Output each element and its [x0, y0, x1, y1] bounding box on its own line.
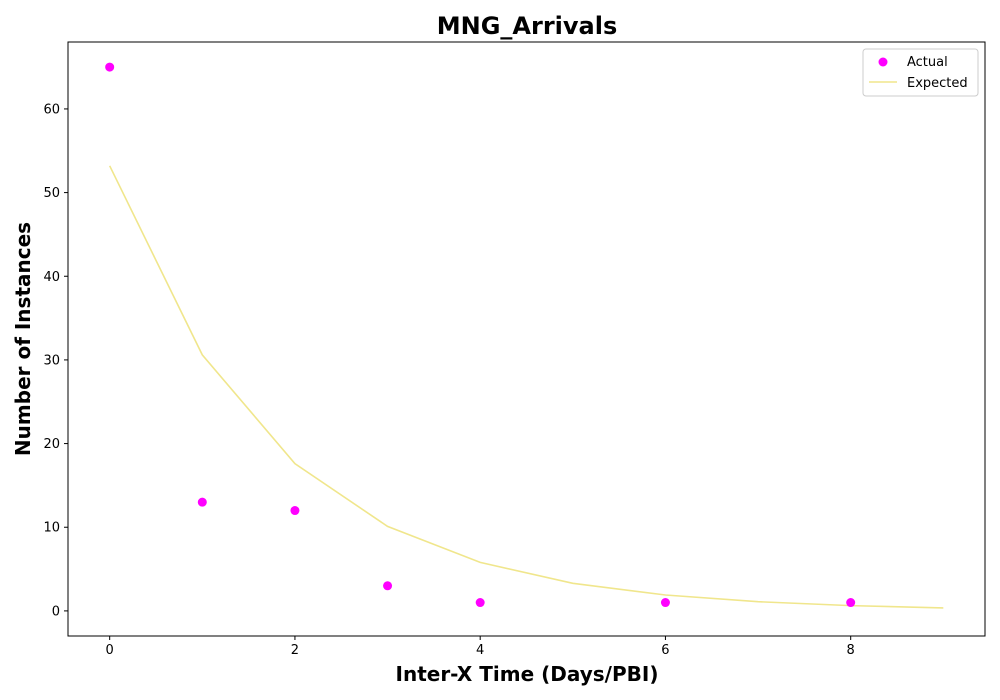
- y-tick-label: 60: [43, 102, 60, 117]
- y-tick-label: 30: [43, 353, 60, 368]
- actual-point: [290, 506, 300, 516]
- x-tick-label: 2: [291, 643, 299, 658]
- expected-line: [108, 165, 944, 609]
- legend: Actual Expected: [862, 48, 979, 97]
- actual-point: [660, 598, 670, 608]
- y-tick-label: 40: [43, 270, 60, 285]
- x-tick-label: 4: [476, 643, 484, 658]
- y-tick-label: 0: [52, 604, 60, 619]
- actual-point: [105, 62, 115, 72]
- x-tick-label: 6: [661, 643, 669, 658]
- x-axis-label: Inter-X Time (Days/PBI): [396, 662, 659, 686]
- legend-box: [862, 48, 979, 97]
- legend-label-actual: Actual: [907, 55, 948, 70]
- chart-title: MNG_Arrivals: [437, 12, 618, 40]
- actual-point: [475, 598, 485, 608]
- y-tick-label: 20: [43, 437, 60, 452]
- actual-point: [197, 497, 207, 507]
- x-tick-label: 0: [106, 643, 114, 658]
- plot-area: [67, 41, 986, 637]
- series-layer: [105, 62, 944, 609]
- y-axis: 0 10 20 30 40 50 60: [43, 102, 68, 619]
- legend-marker-actual: [878, 57, 888, 67]
- y-tick-label: 10: [43, 521, 60, 536]
- legend-label-expected: Expected: [907, 76, 968, 91]
- actual-point: [846, 598, 856, 608]
- actual-point: [383, 581, 393, 591]
- x-tick-label: 8: [847, 643, 855, 658]
- y-tick-label: 50: [43, 186, 60, 201]
- x-axis: 0 2 4 6 8: [106, 636, 855, 658]
- y-axis-label: Number of Instances: [11, 222, 35, 456]
